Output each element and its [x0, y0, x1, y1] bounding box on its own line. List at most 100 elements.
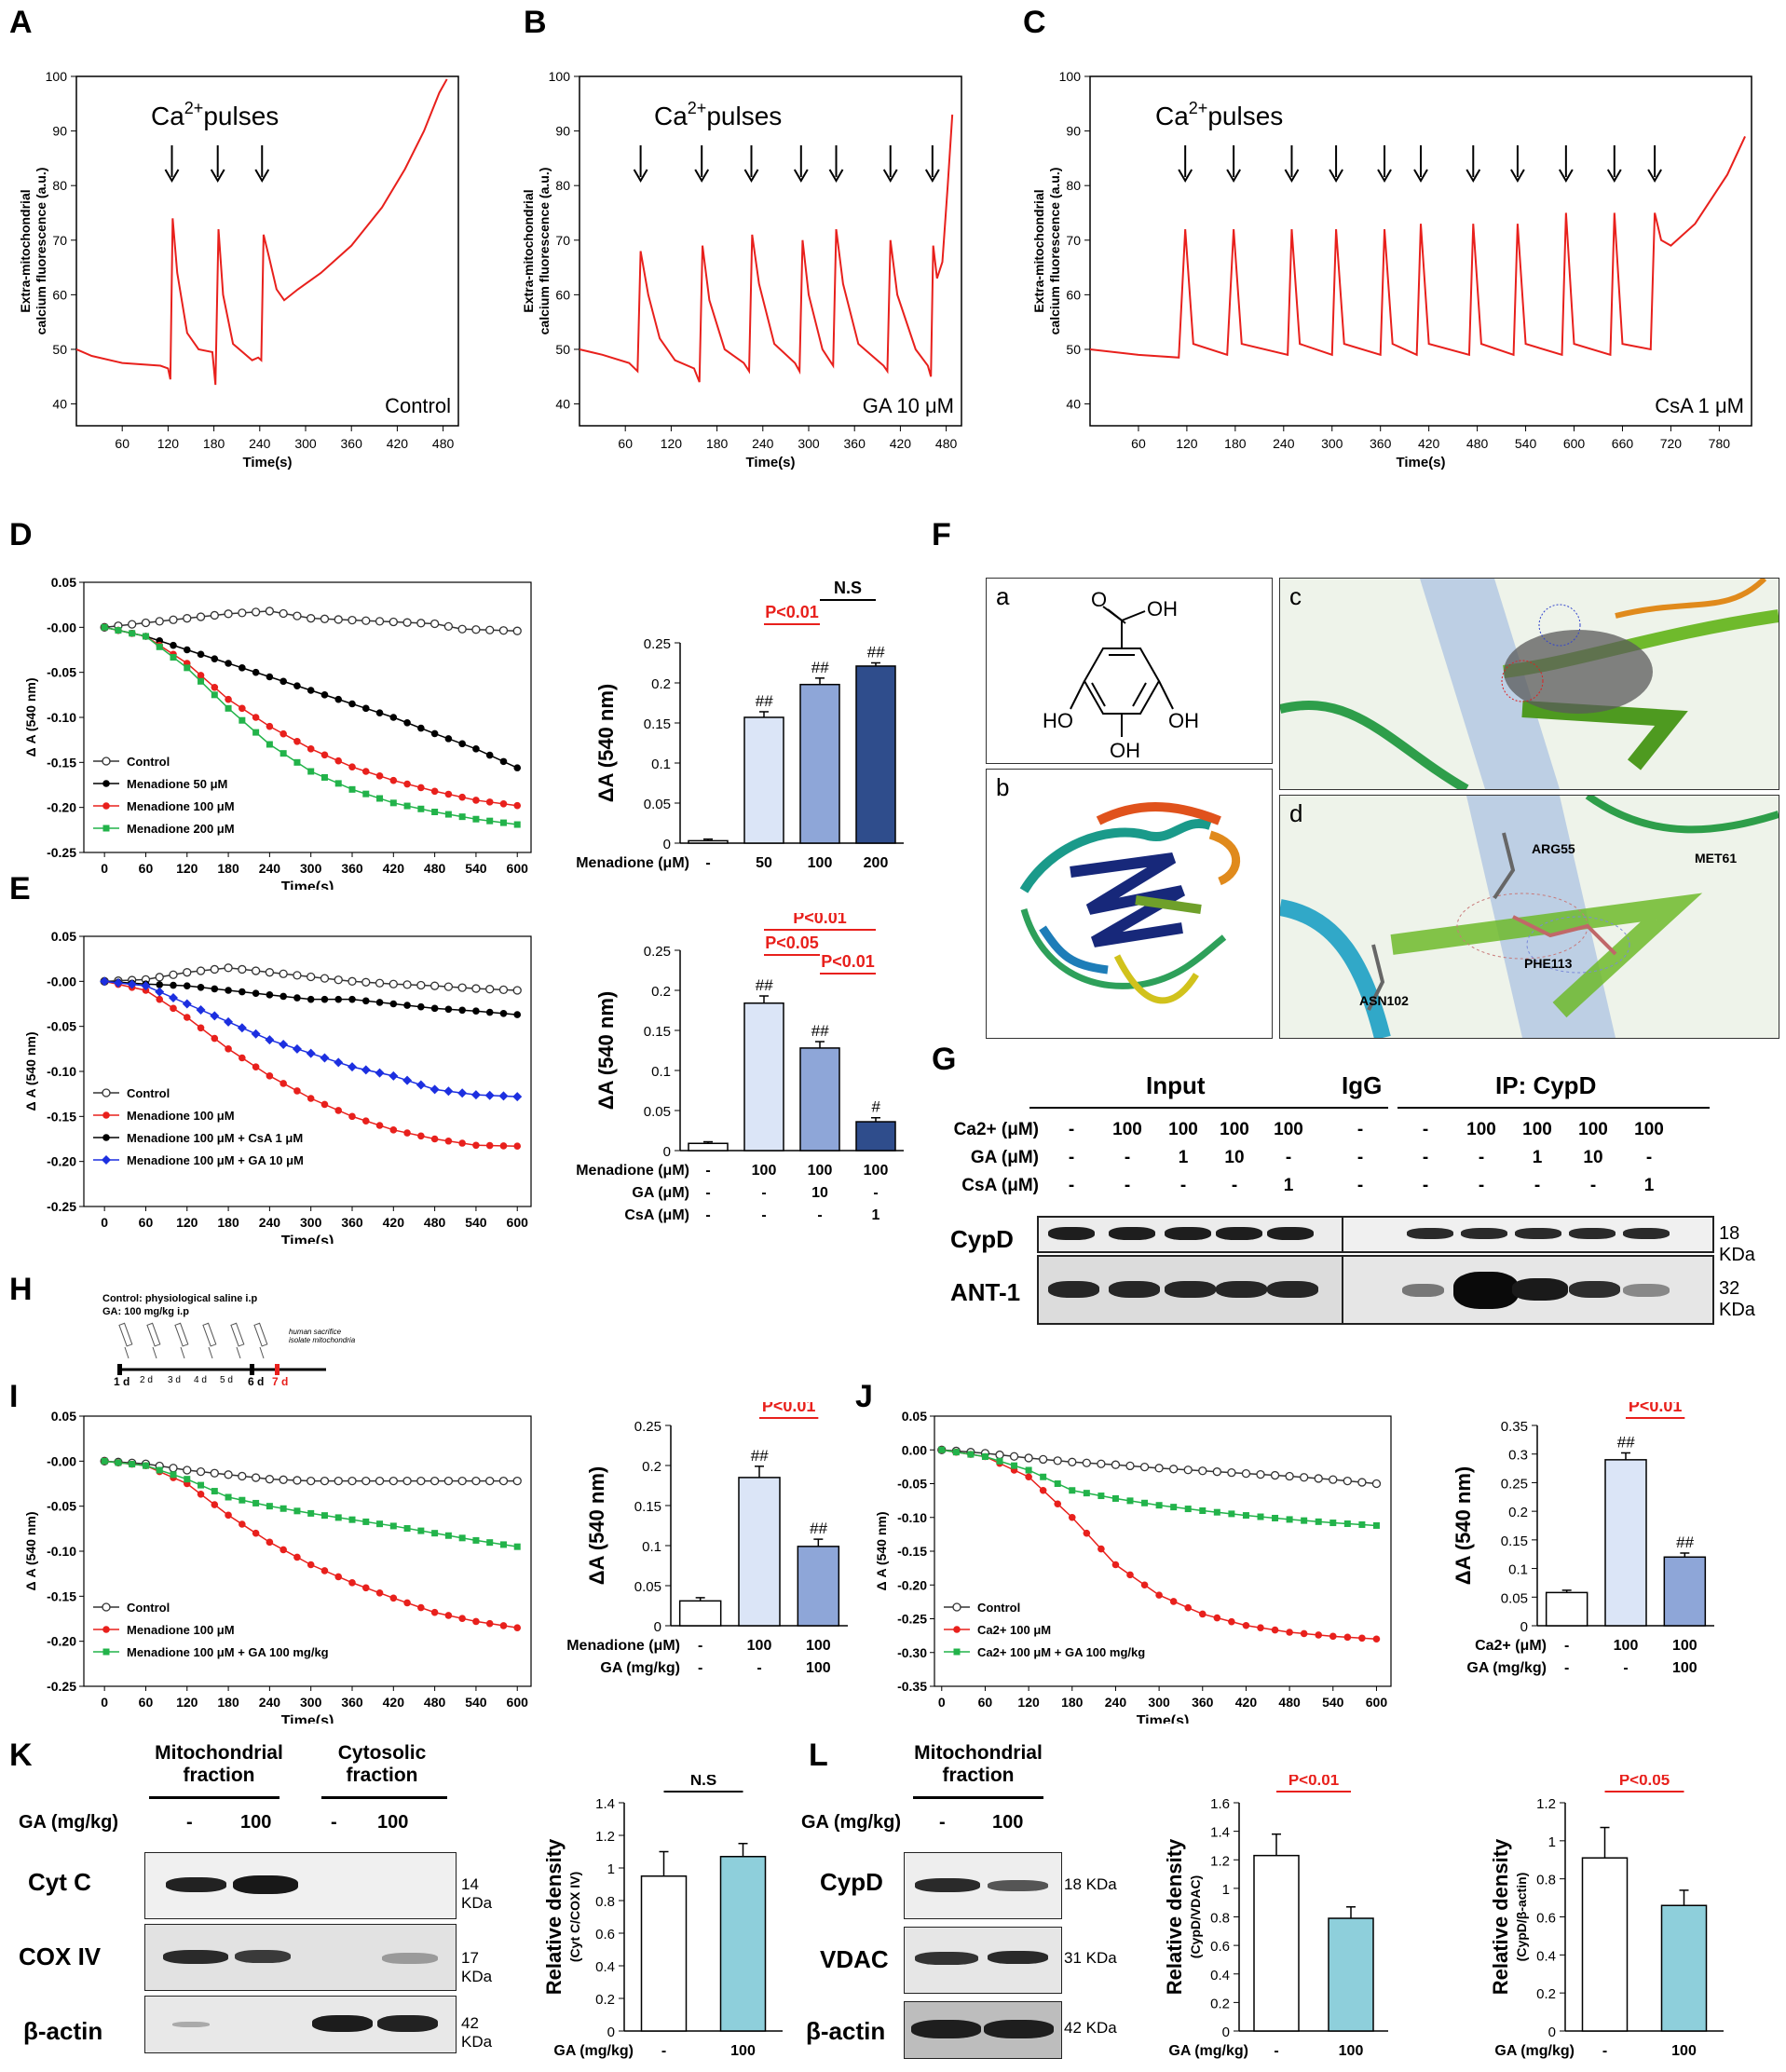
data-point: [967, 1451, 975, 1458]
g-band: [1109, 1227, 1155, 1240]
data-point: [499, 1541, 507, 1548]
data-point: [225, 660, 232, 667]
g-band: [1267, 1227, 1314, 1240]
x-tick-label: 300: [1148, 1695, 1170, 1710]
g-cell: -: [1357, 1176, 1364, 1195]
g-cell: -: [1357, 1148, 1364, 1167]
plot-frame: [75, 75, 459, 427]
data-point: [293, 737, 301, 745]
series-control: [100, 607, 522, 635]
docking-residue-view: ARG55 MET61 PHE113 ASN102: [1280, 796, 1779, 1038]
legend-label: Menadione 100 μM: [127, 1109, 235, 1123]
k-mito-underline: [149, 1796, 279, 1799]
title-part-superscript: 2+: [688, 99, 707, 117]
g-cell: -: [1478, 1176, 1485, 1195]
data-point: [361, 704, 370, 713]
y-tick-label: 1.2: [595, 1829, 615, 1845]
data-point: [196, 612, 206, 621]
syringe-needle: [180, 1346, 185, 1359]
g-blot-label-cypd: CypD: [950, 1225, 1014, 1253]
y-tick-label: 80: [1066, 178, 1081, 193]
data-point: [225, 1493, 232, 1501]
data-point: [389, 617, 398, 627]
x-tick-label: 480: [424, 1215, 446, 1230]
y-axis-label: Relative density (Cyt C/COX IV): [542, 1838, 582, 1995]
bar: [743, 716, 784, 844]
data-point: [279, 992, 287, 1001]
data-point: [457, 983, 467, 992]
data-point: [155, 617, 164, 626]
x-tick-label: 60: [139, 1695, 154, 1710]
data-point: [225, 1511, 232, 1520]
data-point: [252, 714, 260, 721]
data-point: [1372, 1521, 1380, 1529]
category-label: -: [705, 1185, 710, 1201]
comparison-label: P<0.01: [1288, 1775, 1339, 1789]
condition-label: Control: [385, 394, 451, 417]
comparison-label: P<0.01: [821, 952, 875, 971]
y-axis-label-line1: Extra-mitochondrial: [19, 189, 33, 312]
data-point: [402, 618, 412, 627]
x-tick-label: 360: [1192, 1695, 1214, 1710]
series-menadione-200-m: [101, 623, 521, 828]
series-menadione-100-m: [101, 977, 522, 1151]
data-point: [498, 626, 509, 635]
data-point: [1199, 1507, 1207, 1514]
data-point: [1343, 1633, 1352, 1642]
data-point: [239, 716, 246, 724]
x-tick-label: 540: [1322, 1695, 1344, 1710]
x-axis-label: Time(s): [281, 879, 334, 890]
data-point: [417, 1132, 425, 1140]
data-point: [361, 997, 370, 1005]
data-point: [210, 1011, 220, 1021]
data-point: [1286, 1516, 1293, 1523]
data-point: [320, 995, 329, 1003]
legend-label: Menadione 50 μM: [127, 777, 227, 791]
data-point: [1257, 1624, 1264, 1631]
syringe-needle: [259, 1346, 265, 1359]
data-point: [224, 1016, 234, 1027]
y-tick-label: 0.05: [902, 1409, 927, 1424]
data-point: [102, 802, 110, 810]
data-point: [334, 1476, 343, 1486]
g-band: [1569, 1228, 1616, 1239]
g-band: [1515, 1228, 1561, 1239]
data-point: [485, 1476, 495, 1486]
data-point: [1139, 1462, 1150, 1472]
h-line2: GA: 100 mg/kg i.p: [102, 1306, 189, 1317]
atom-oh-top: OH: [1147, 597, 1178, 620]
data-point: [210, 964, 219, 975]
data-point: [402, 980, 412, 989]
g-cell: -: [1179, 1176, 1187, 1195]
x-tick-label: 420: [1235, 1695, 1258, 1710]
data-point: [265, 968, 275, 977]
legend-label: Menadione 100 μM: [127, 799, 235, 813]
protein-ribbon: [1019, 802, 1240, 1004]
k-band: [166, 1877, 226, 1892]
l-size-31: 31 KDa: [1064, 1949, 1117, 1967]
y-axis-label: Δ A (540 nm): [23, 1511, 38, 1590]
data-point: [443, 621, 454, 632]
data-point: [320, 1053, 330, 1063]
data-point: [1069, 1487, 1076, 1494]
chart-b-calcium-ga: 40 50 60 70 80 90 100 60 120 180 240 300 360 420 480 Ti…: [522, 69, 962, 470]
bar: [1253, 1854, 1300, 2032]
y-tick-label: 0.15: [644, 716, 671, 732]
chart-a-calcium-control: 40 50 60 70 80 90 100 60 120 180 240 300 360 420 480 Ti…: [19, 69, 459, 470]
panel-letter-g: G: [932, 1042, 957, 1077]
y-axis-label-line1: Extra-mitochondrial: [1031, 189, 1046, 312]
data-point: [265, 1035, 275, 1045]
legend-label: Control: [977, 1601, 1020, 1615]
data-point: [1170, 1504, 1178, 1511]
l-blot-label-cypd: CypD: [820, 1868, 883, 1896]
y-tick-label: 0.2: [1508, 1505, 1528, 1520]
chart-title: Ca2+pulses: [654, 99, 782, 130]
data-point: [293, 1476, 302, 1485]
g-band: [1623, 1228, 1670, 1239]
data-point: [211, 691, 218, 699]
g-igg-header: IgG: [1342, 1071, 1383, 1099]
data-point: [183, 614, 192, 623]
data-point: [156, 1466, 163, 1474]
significance-mark: ##: [1617, 1433, 1635, 1451]
condition-label: GA 10 μM: [863, 394, 954, 417]
